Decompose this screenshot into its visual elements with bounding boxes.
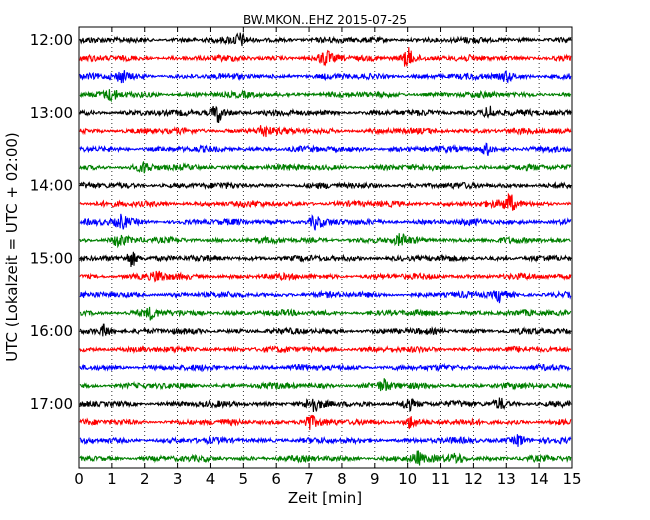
trace-line (79, 450, 572, 466)
x-tick-label: 12 (464, 470, 483, 488)
x-tick-label: 6 (271, 470, 281, 488)
y-tick-label: 12:00 (30, 31, 73, 49)
trace-line (79, 213, 572, 231)
axis-ticks: 0 1 2 3 4 5 6 7 8 9 10 11 12 13 14 1512:0013:0014:0015:… (30, 27, 582, 488)
plot-frame (78, 26, 573, 469)
trace-line (79, 161, 572, 174)
x-tick-label: 8 (337, 470, 347, 488)
trace-line (79, 89, 572, 103)
x-tick-label: 11 (431, 470, 450, 488)
x-tick-label: 2 (140, 470, 150, 488)
y-tick-label: 13:00 (30, 104, 73, 122)
trace-line (79, 192, 572, 211)
trace-line (79, 362, 572, 373)
x-tick-label: 14 (530, 470, 549, 488)
trace-line (79, 378, 572, 392)
x-tick-label: 3 (173, 470, 183, 488)
x-axis-title: Zeit [min] (288, 489, 362, 507)
x-tick-label: 7 (304, 470, 314, 488)
x-tick-label: 15 (562, 470, 581, 488)
x-tick-label: 13 (497, 470, 516, 488)
trace-line (79, 289, 572, 304)
trace-line (79, 233, 571, 249)
x-tick-label: 5 (239, 470, 249, 488)
x-tick-label: 10 (398, 470, 417, 488)
trace-line (79, 434, 572, 447)
trace-line (79, 251, 572, 268)
y-tick-label: 16:00 (30, 322, 73, 340)
trace-line (79, 32, 572, 47)
trace-line (79, 397, 571, 413)
y-tick-label: 15:00 (30, 249, 73, 267)
trace-line (79, 47, 572, 67)
trace-line (79, 344, 572, 355)
trace-group (79, 32, 572, 466)
chart-title: BW.MKON..EHZ 2015-07-25 (243, 13, 407, 27)
x-tick-label: 4 (206, 470, 216, 488)
trace-line (79, 125, 572, 138)
x-tick-label: 0 (74, 470, 84, 488)
y-tick-label: 14:00 (30, 177, 73, 195)
trace-line (79, 105, 572, 123)
x-tick-label: 9 (370, 470, 380, 488)
trace-line (79, 180, 572, 190)
trace-line (79, 323, 572, 337)
trace-line (79, 306, 572, 321)
trace-line (79, 414, 572, 431)
y-tick-label: 17:00 (30, 395, 73, 413)
trace-line (79, 270, 572, 283)
x-tick-label: 1 (107, 470, 117, 488)
trace-line (79, 142, 572, 156)
grid-lines (111, 27, 540, 468)
trace-line (79, 69, 572, 84)
y-axis-title: UTC (Lokalzeit = UTC + 02:00) (3, 132, 21, 362)
